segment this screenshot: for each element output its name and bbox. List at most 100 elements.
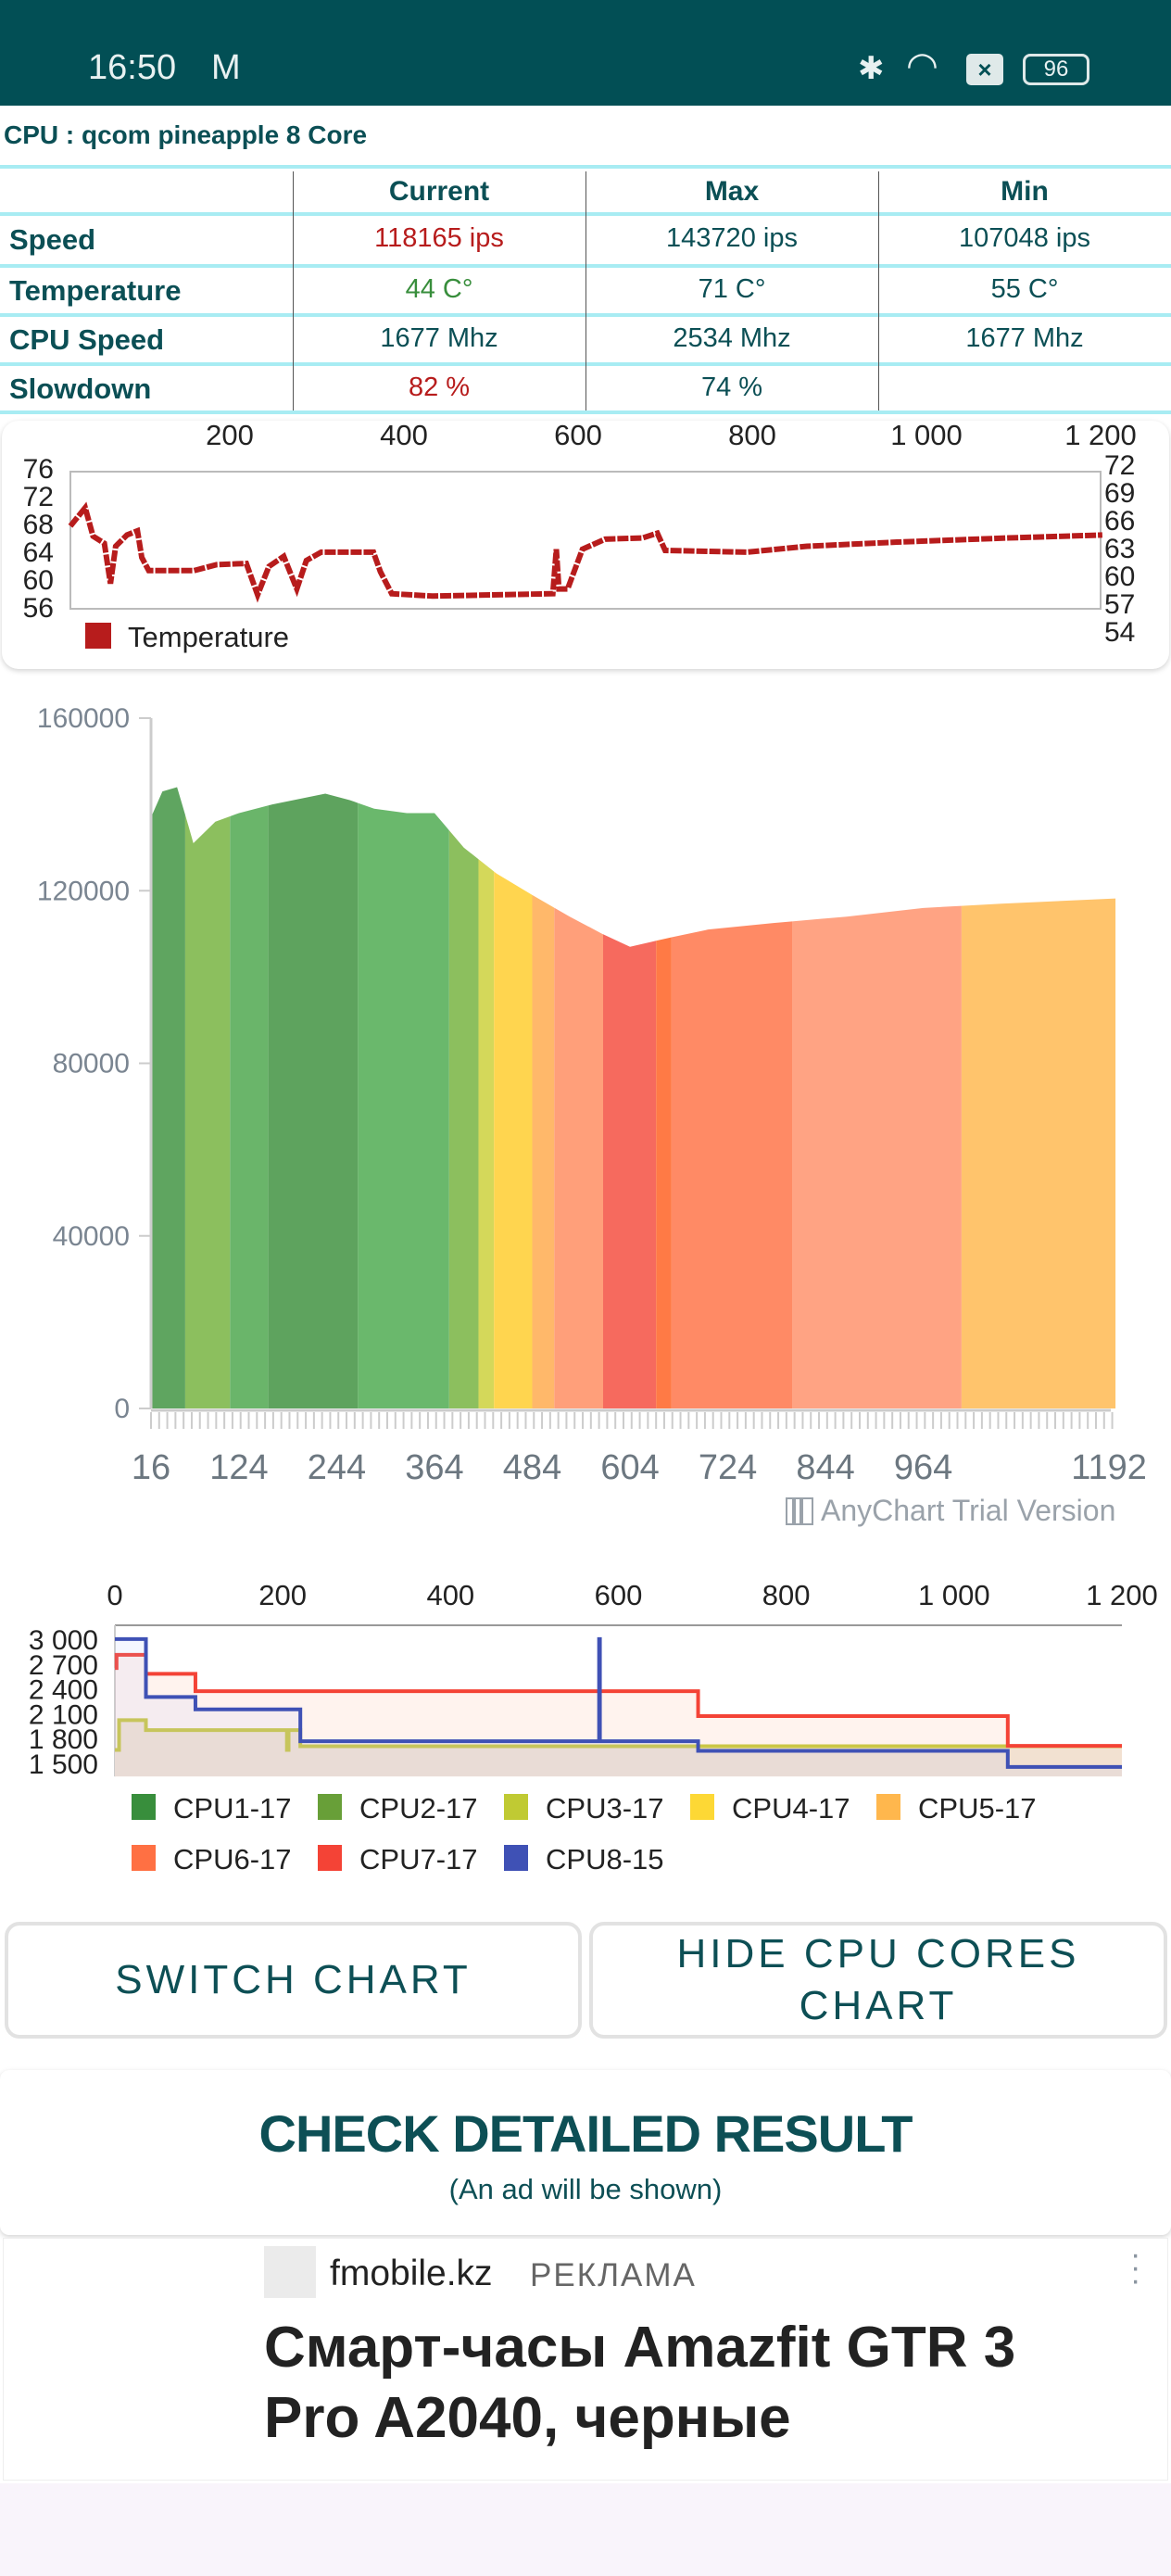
row-label: Speed bbox=[9, 223, 96, 256]
header-max: Max bbox=[704, 176, 760, 207]
chart-icon bbox=[786, 1496, 813, 1525]
y-right-tick-label: 63 bbox=[1104, 534, 1135, 564]
legend-swatch bbox=[504, 1845, 528, 1871]
y-tick-label: 2 100 bbox=[29, 1699, 98, 1730]
legend-label: CPU3-17 bbox=[546, 1792, 664, 1825]
min-value: 55 C° bbox=[990, 274, 1059, 304]
max-value: 74 % bbox=[700, 373, 763, 402]
series-line-cpu8-15 bbox=[115, 1636, 1122, 1769]
header-min: Min bbox=[1001, 176, 1049, 207]
battery-icon: 96 bbox=[1023, 54, 1089, 85]
x-tick-label: 724 bbox=[699, 1448, 757, 1487]
area-segment bbox=[478, 859, 495, 1408]
hide-cpu-cores-chart-button[interactable]: HIDE CPU CORES CHART bbox=[589, 1922, 1167, 2039]
current-value: 1677 Mhz bbox=[380, 323, 498, 353]
series-area-cpu3-17 bbox=[115, 1720, 1122, 1777]
row-label: Slowdown bbox=[9, 373, 152, 405]
y-right-tick-label: 57 bbox=[1104, 589, 1135, 620]
legend-label: CPU2-17 bbox=[359, 1792, 478, 1825]
x-tick-label: 600 bbox=[554, 419, 602, 451]
y-right-tick-label: 69 bbox=[1104, 478, 1135, 509]
x-tick-label: 0 bbox=[107, 1579, 122, 1611]
y-left-tick-label: 76 bbox=[23, 454, 54, 485]
area-segment bbox=[961, 898, 1116, 1408]
x-tick-label: 400 bbox=[426, 1579, 474, 1611]
y-tick-label: 3 000 bbox=[29, 1625, 98, 1656]
x-tick-label: 800 bbox=[728, 419, 776, 451]
legend-label: CPU6-17 bbox=[173, 1843, 292, 1875]
x-tick-label: 400 bbox=[380, 419, 428, 451]
x-tick-label: 1 200 bbox=[1086, 1579, 1158, 1611]
divider bbox=[0, 410, 1171, 414]
speed-chart: 160000 120000 80000 40000 016 124 244 364 484 604… bbox=[37, 703, 1147, 1487]
y-right-tick-label: 72 bbox=[1104, 450, 1135, 481]
y-tick-label: 120000 bbox=[37, 876, 130, 906]
area-segment bbox=[151, 787, 185, 1408]
legend-swatch bbox=[318, 1845, 342, 1871]
max-value: 2534 Mhz bbox=[673, 323, 791, 353]
advertiser-logo bbox=[264, 2246, 316, 2298]
divider bbox=[878, 171, 879, 410]
x-tick-label: 244 bbox=[308, 1448, 366, 1487]
y-left-tick-label: 64 bbox=[23, 537, 54, 568]
legend-swatch bbox=[876, 1794, 900, 1820]
y-tick-label: 1 500 bbox=[29, 1749, 98, 1780]
legend-label: CPU5-17 bbox=[918, 1792, 1037, 1825]
area-segment bbox=[671, 921, 793, 1408]
plot-area bbox=[69, 471, 1102, 610]
y-right-tick-label: 66 bbox=[1104, 506, 1135, 537]
more-options-icon[interactable]: · · · bbox=[1130, 2237, 1141, 2298]
row-label: CPU Speed bbox=[9, 323, 165, 356]
x-tick-label: 200 bbox=[258, 1579, 307, 1611]
y-tick-label: 2 700 bbox=[29, 1650, 98, 1681]
wifi-icon: ◠ bbox=[906, 45, 938, 86]
area-segment bbox=[494, 871, 533, 1408]
area-segment bbox=[184, 814, 231, 1408]
ad-headline[interactable]: Смарт-часы Amazfit GTR 3 Pro A2040, черн… bbox=[264, 2316, 1016, 2450]
area-segment bbox=[268, 793, 359, 1408]
switch-chart-button[interactable]: SWITCH CHART bbox=[5, 1922, 582, 2039]
y-right-tick-label: 54 bbox=[1104, 617, 1135, 648]
page-footer-area bbox=[0, 2483, 1171, 2576]
anychart-watermark[interactable]: AnyChart Trial Version bbox=[786, 1494, 1115, 1528]
x-tick-label: 16 bbox=[132, 1448, 170, 1487]
ad-banner[interactable]: fmobile.kz РЕКЛАМА · · · Смарт-часы Amazfi… bbox=[3, 2238, 1168, 2481]
y-left-tick-label: 72 bbox=[23, 482, 54, 512]
legend-label: CPU7-17 bbox=[359, 1843, 478, 1875]
y-tick-label: 0 bbox=[114, 1394, 130, 1424]
y-tick-label: 160000 bbox=[37, 703, 130, 734]
x-tick-label: 600 bbox=[595, 1579, 643, 1611]
area-segment bbox=[230, 805, 269, 1408]
divider bbox=[293, 171, 294, 410]
watermark-text: AnyChart Trial Version bbox=[821, 1494, 1116, 1527]
header-current: Current bbox=[388, 176, 490, 207]
ad-label: РЕКЛАМА bbox=[530, 2257, 697, 2293]
area-segment bbox=[448, 830, 479, 1408]
y-tick-label: 40000 bbox=[53, 1221, 130, 1252]
row-label: Temperature bbox=[9, 274, 182, 307]
area-segment bbox=[603, 934, 657, 1408]
area-segment bbox=[656, 937, 672, 1408]
legend-label: CPU4-17 bbox=[732, 1792, 850, 1825]
area-segment bbox=[792, 905, 962, 1408]
x-tick-label: 484 bbox=[503, 1448, 561, 1487]
legend-swatch-temperature bbox=[85, 623, 111, 649]
x-tick-label: 844 bbox=[796, 1448, 854, 1487]
cpu-title: CPU : qcom pineapple 8 Core bbox=[4, 120, 368, 149]
y-tick-label: 80000 bbox=[53, 1049, 130, 1080]
y-tick-label: 1 800 bbox=[29, 1724, 98, 1755]
current-value: 82 % bbox=[408, 373, 471, 402]
legend-swatch bbox=[690, 1794, 714, 1820]
x-tick-label: 1 000 bbox=[890, 419, 963, 451]
x-tick-label: 604 bbox=[600, 1448, 659, 1487]
temperature-line bbox=[68, 501, 1102, 603]
y-right-tick-label: 60 bbox=[1104, 562, 1135, 592]
ad-domain[interactable]: fmobile.kz bbox=[330, 2254, 493, 2293]
area-segment bbox=[532, 894, 555, 1408]
clock: 16:50 bbox=[88, 48, 177, 87]
legend-label: CPU1-17 bbox=[173, 1792, 292, 1825]
check-detailed-result-button[interactable]: CHECK DETAILED RESULT (An ad will be sho… bbox=[0, 2070, 1171, 2235]
max-value: 143720 ips bbox=[666, 223, 798, 253]
legend-swatch bbox=[132, 1794, 156, 1820]
